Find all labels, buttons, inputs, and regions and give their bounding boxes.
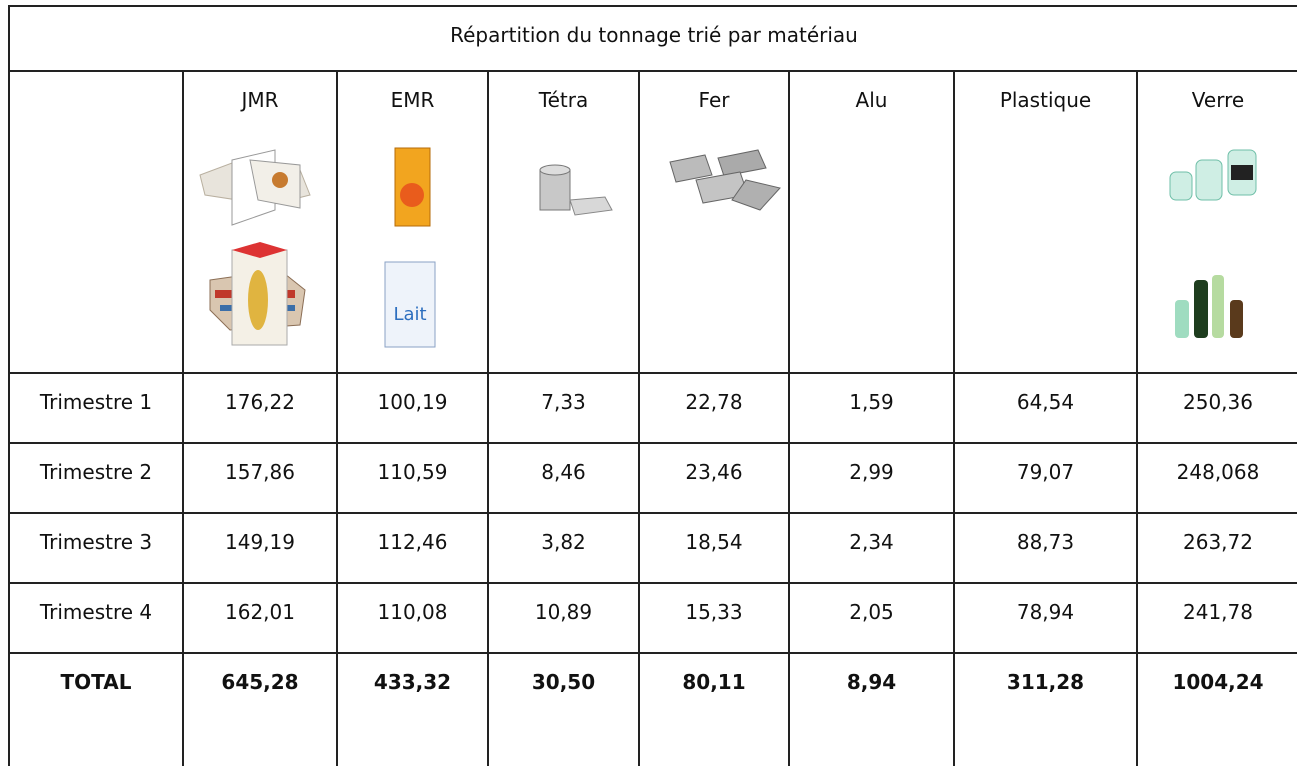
column-header: Verre (1136, 70, 1297, 372)
value-cell-text: 15,33 (685, 600, 742, 624)
value-cell: 8,46 (487, 442, 638, 512)
value-cell: 3,82 (487, 512, 638, 582)
total-cell-text: 80,11 (682, 670, 745, 694)
value-cell-text: 64,54 (1017, 390, 1074, 414)
column-header: EMR (336, 70, 487, 372)
value-cell-text: 22,78 (685, 390, 742, 414)
table-title-text: Répartition du tonnage trié par matériau (450, 23, 858, 47)
value-cell: 110,59 (336, 442, 487, 512)
value-cell: 2,99 (788, 442, 953, 512)
value-cell-text: 110,59 (378, 460, 448, 484)
value-cell-text: 7,33 (541, 390, 586, 414)
value-cell-text: 2,99 (849, 460, 894, 484)
value-cell-text: 88,73 (1017, 530, 1074, 554)
value-cell-text: 112,46 (378, 530, 448, 554)
value-cell-text: 10,89 (535, 600, 592, 624)
value-cell-text: 1,59 (849, 390, 894, 414)
value-cell: 157,86 (182, 442, 336, 512)
column-header-text: Verre (1192, 88, 1244, 112)
value-cell: 110,08 (336, 582, 487, 652)
value-cell: 79,07 (953, 442, 1136, 512)
column-header-text: Alu (856, 88, 888, 112)
value-cell: 1,59 (788, 372, 953, 442)
value-cell-text: 8,46 (541, 460, 586, 484)
value-cell: 100,19 (336, 372, 487, 442)
total-cell-text: 311,28 (1007, 670, 1084, 694)
total-cell-text: 1004,24 (1172, 670, 1263, 694)
total-cell-text: 30,50 (532, 670, 595, 694)
value-cell: 18,54 (638, 512, 788, 582)
value-cell: 2,34 (788, 512, 953, 582)
value-cell-text: 157,86 (225, 460, 295, 484)
column-header-text: Plastique (1000, 88, 1091, 112)
total-cell: 1004,24 (1136, 652, 1297, 766)
value-cell-text: 3,82 (541, 530, 586, 554)
value-cell-text: 162,01 (225, 600, 295, 624)
value-cell-text: 263,72 (1183, 530, 1253, 554)
total-cell: 30,50 (487, 652, 638, 766)
value-cell-text: 241,78 (1183, 600, 1253, 624)
value-cell: 22,78 (638, 372, 788, 442)
total-label-text: TOTAL (61, 670, 132, 694)
value-cell: 263,72 (1136, 512, 1297, 582)
value-cell-text: 78,94 (1017, 600, 1074, 624)
value-cell: 10,89 (487, 582, 638, 652)
value-cell: 2,05 (788, 582, 953, 652)
value-cell: 78,94 (953, 582, 1136, 652)
value-cell-text: 79,07 (1017, 460, 1074, 484)
value-cell-text: 23,46 (685, 460, 742, 484)
value-cell: 88,73 (953, 512, 1136, 582)
column-header-text: JMR (241, 88, 278, 112)
value-cell: 241,78 (1136, 582, 1297, 652)
value-cell-text: 110,08 (378, 600, 448, 624)
row-label: Trimestre 2 (8, 442, 182, 512)
value-cell: 7,33 (487, 372, 638, 442)
page: Tableau {"table": { "title": "Répartitio… (0, 0, 1297, 765)
value-cell: 149,19 (182, 512, 336, 582)
row-label: Trimestre 4 (8, 582, 182, 652)
row-label-text: Trimestre 2 (40, 460, 152, 484)
row-label-text: Trimestre 4 (40, 600, 152, 624)
total-cell-text: 8,94 (847, 670, 896, 694)
value-cell-text: 18,54 (685, 530, 742, 554)
total-label: TOTAL (8, 652, 182, 766)
total-cell: 311,28 (953, 652, 1136, 766)
value-cell: 112,46 (336, 512, 487, 582)
column-header: Plastique (953, 70, 1136, 372)
page-body: Répartition du tonnage trié par matériau… (0, 0, 1297, 765)
column-header-text: EMR (391, 88, 435, 112)
total-cell: 645,28 (182, 652, 336, 766)
column-header: Tétra (487, 70, 638, 372)
value-cell: 23,46 (638, 442, 788, 512)
value-cell: 248,068 (1136, 442, 1297, 512)
total-cell: 8,94 (788, 652, 953, 766)
value-cell: 15,33 (638, 582, 788, 652)
row-label: Trimestre 3 (8, 512, 182, 582)
total-cell-text: 645,28 (221, 670, 298, 694)
column-header: Fer (638, 70, 788, 372)
value-cell: 176,22 (182, 372, 336, 442)
value-cell-text: 248,068 (1177, 460, 1260, 484)
total-cell: 80,11 (638, 652, 788, 766)
total-cell: 433,32 (336, 652, 487, 766)
column-header: Alu (788, 70, 953, 372)
value-cell-text: 250,36 (1183, 390, 1253, 414)
value-cell-text: 149,19 (225, 530, 295, 554)
column-header: JMR (182, 70, 336, 372)
value-cell: 250,36 (1136, 372, 1297, 442)
row-label-text: Trimestre 3 (40, 530, 152, 554)
value-cell: 162,01 (182, 582, 336, 652)
value-cell-text: 2,34 (849, 530, 894, 554)
table-title: Répartition du tonnage trié par matériau (8, 5, 1297, 70)
header-corner (8, 70, 182, 372)
value-cell-text: 2,05 (849, 600, 894, 624)
total-cell-text: 433,32 (374, 670, 451, 694)
row-label: Trimestre 1 (8, 372, 182, 442)
value-cell: 64,54 (953, 372, 1136, 442)
value-cell-text: 176,22 (225, 390, 295, 414)
column-header-text: Fer (699, 88, 730, 112)
row-label-text: Trimestre 1 (40, 390, 152, 414)
value-cell-text: 100,19 (378, 390, 448, 414)
column-header-text: Tétra (539, 88, 588, 112)
